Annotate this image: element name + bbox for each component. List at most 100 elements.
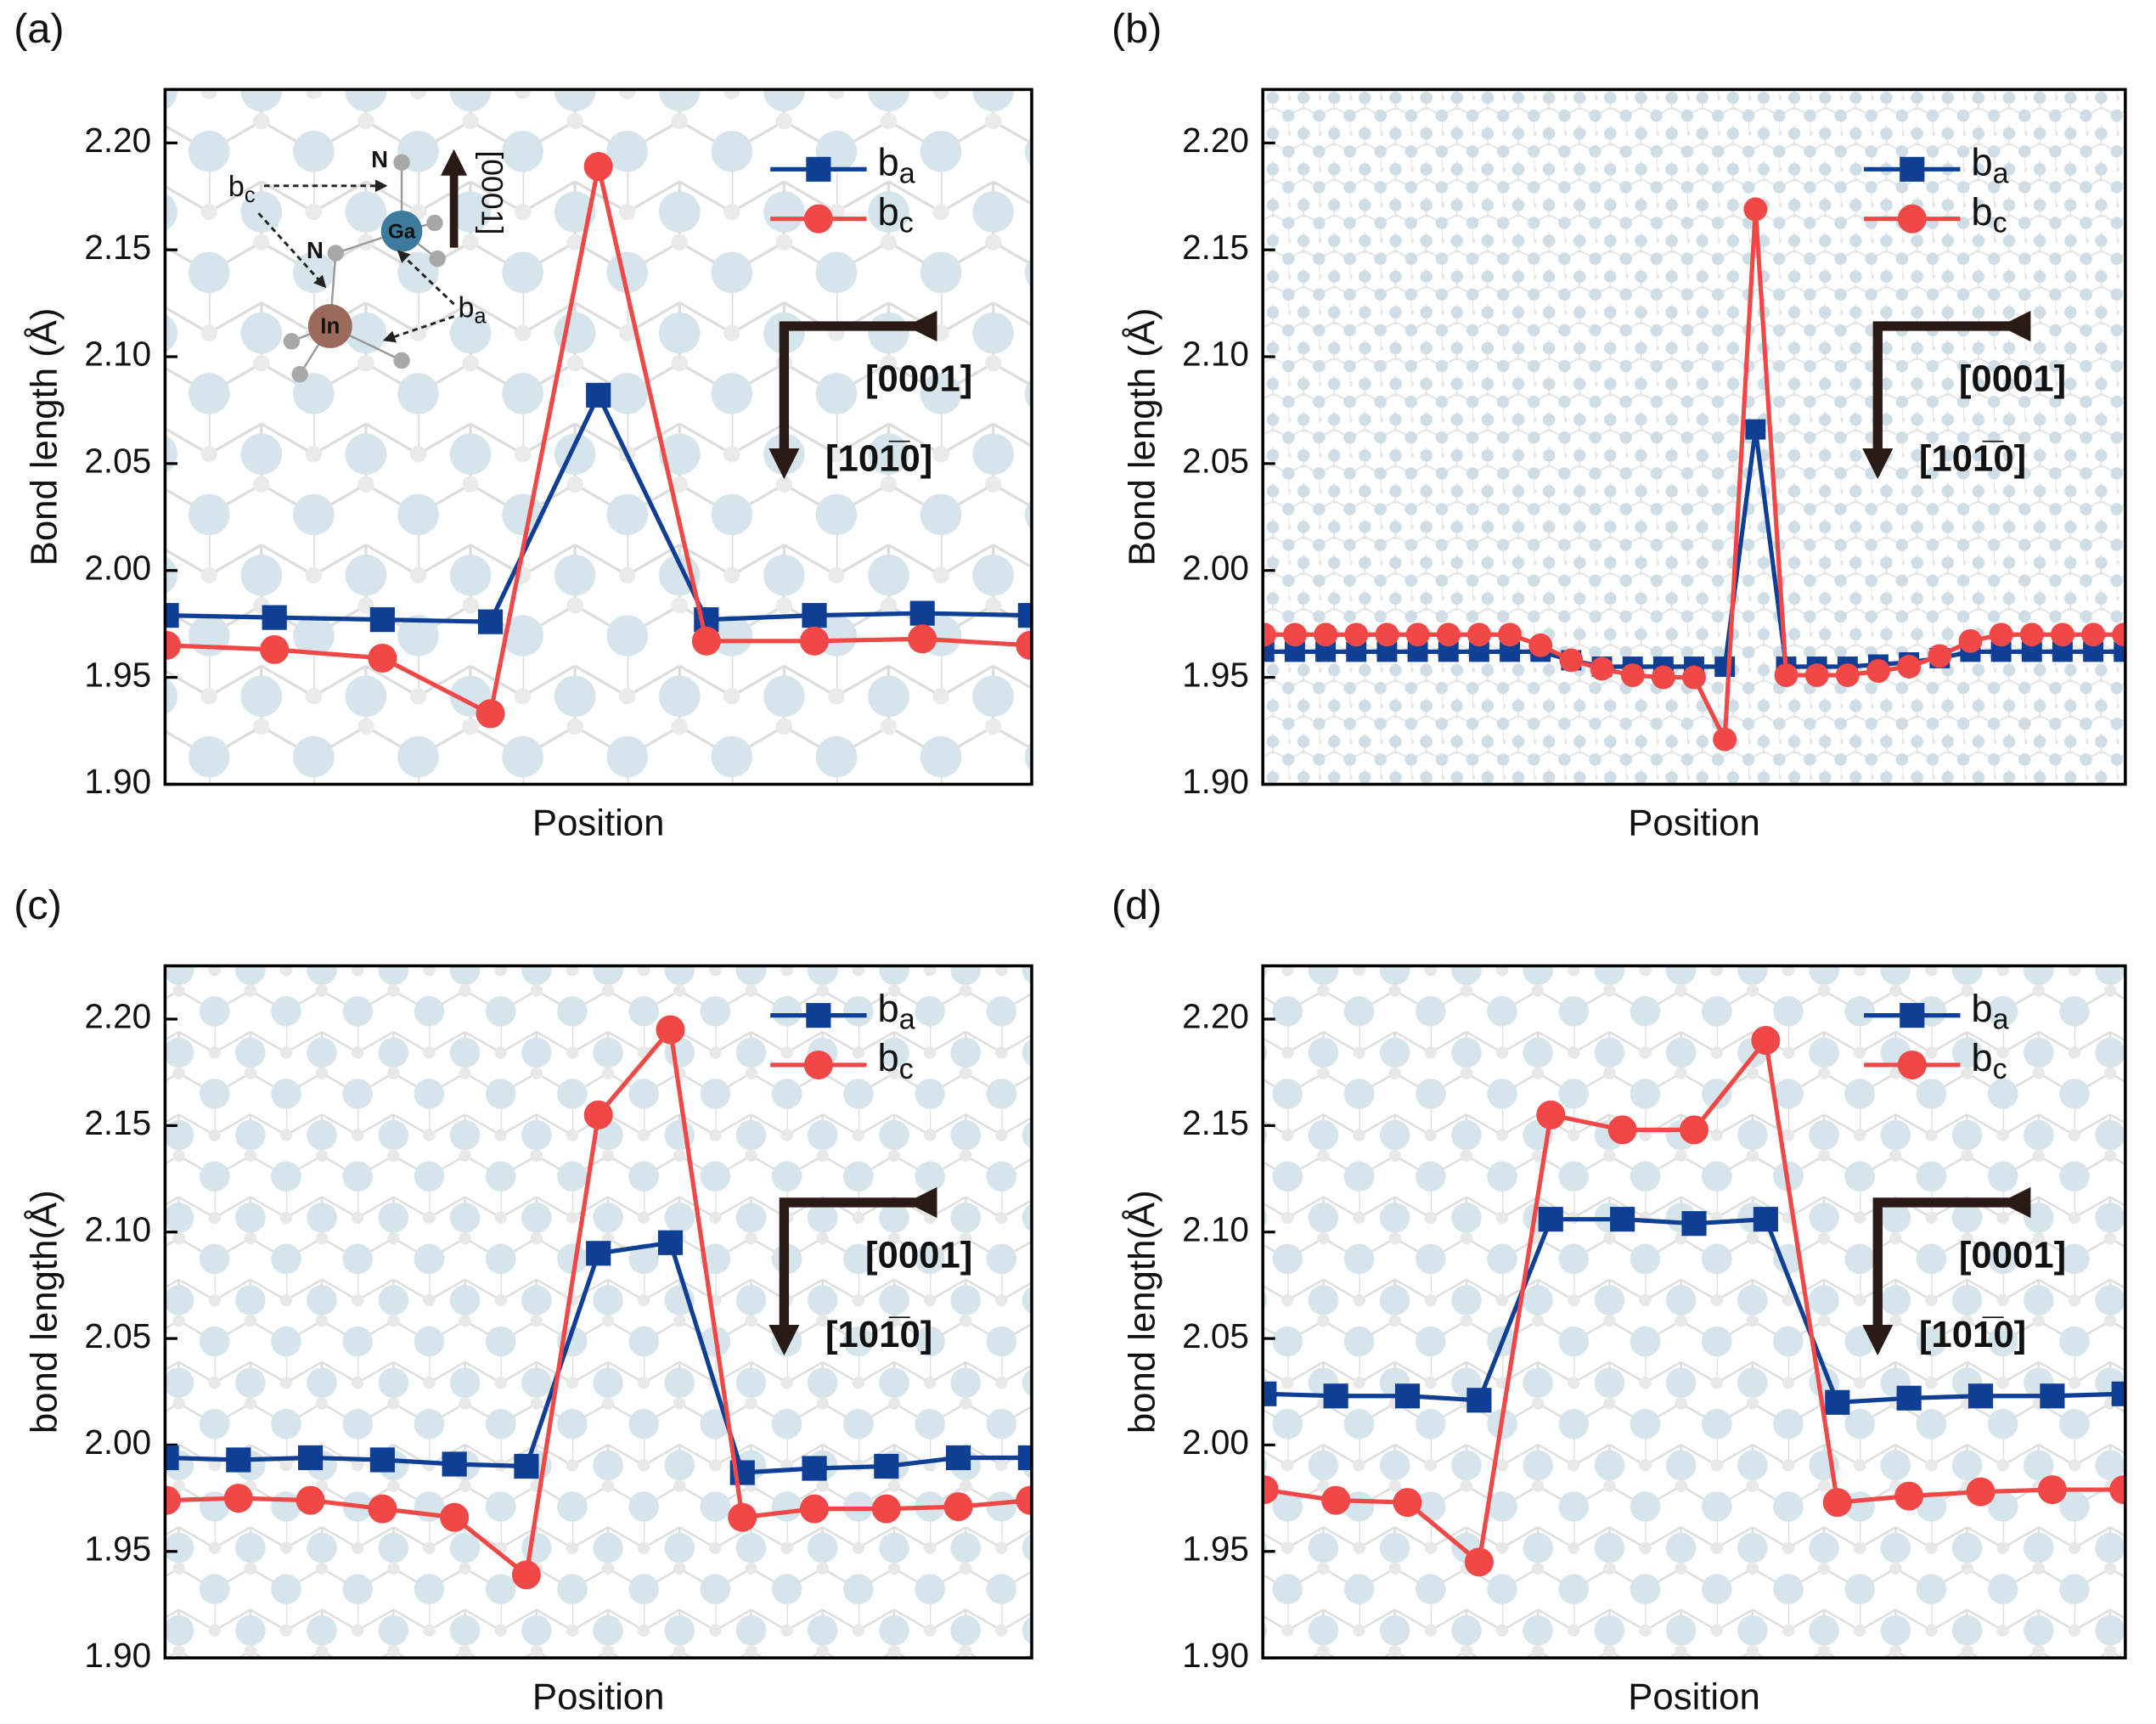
y-tick-label: 1.95 — [1182, 1530, 1249, 1569]
marker — [442, 1451, 467, 1477]
marker — [2111, 1381, 2125, 1406]
plot-frame — [163, 87, 1033, 786]
marker — [800, 1494, 830, 1524]
inset-label: bc — [228, 171, 256, 207]
marker — [1321, 1485, 1351, 1515]
inset-diagram — [257, 149, 468, 383]
y-tick-label: 1.95 — [84, 1530, 151, 1569]
marker — [1928, 644, 1952, 668]
marker — [1753, 1207, 1778, 1232]
marker — [1990, 641, 2012, 662]
series-group — [1263, 1026, 2125, 1577]
marker — [1894, 1481, 1924, 1511]
y-tick-label: 2.10 — [84, 1209, 151, 1248]
marker — [1405, 623, 1430, 647]
marker — [1989, 623, 2013, 647]
marker — [1393, 1488, 1422, 1518]
y-tick-label: 2.00 — [1182, 548, 1249, 587]
marker — [1016, 630, 1032, 660]
marker — [297, 1445, 324, 1471]
panel-label: (b) — [1112, 6, 1162, 52]
marker — [1967, 1383, 1994, 1409]
marker — [368, 643, 397, 673]
marker — [1498, 623, 1522, 647]
marker — [1375, 623, 1399, 647]
legend-marker — [1900, 156, 1925, 182]
marker — [2083, 641, 2104, 662]
y-tick-label: 2.20 — [1182, 121, 1249, 160]
panel-label: (a) — [14, 6, 64, 52]
direction-label: [101̅0] — [825, 437, 932, 479]
marker — [1610, 1207, 1635, 1232]
series-group — [165, 1015, 1032, 1590]
direction-label: [0001] — [865, 1234, 972, 1276]
marker — [800, 626, 830, 656]
y-tick-label: 1.90 — [84, 1636, 151, 1675]
marker — [476, 699, 505, 729]
legend-marker — [1900, 1003, 1925, 1028]
marker — [2081, 623, 2106, 647]
y-tick-label: 2.15 — [84, 228, 151, 267]
marker — [691, 626, 721, 656]
marker — [1017, 1445, 1032, 1471]
series-group — [1263, 197, 2125, 752]
y-tick-label: 2.15 — [1182, 228, 1249, 267]
marker — [296, 1485, 325, 1515]
marker — [1438, 641, 1459, 662]
marker — [802, 603, 827, 628]
marker — [874, 1453, 899, 1479]
marker — [1394, 1383, 1421, 1409]
plot-frame — [1261, 87, 2127, 786]
marker — [1323, 1383, 1348, 1409]
marker — [1346, 641, 1367, 662]
y-axis-label: Bond length (Å) — [24, 308, 65, 566]
marker — [1966, 1477, 1996, 1507]
direction-arrow — [1862, 1186, 2031, 1356]
marker — [1263, 1381, 1277, 1406]
marker — [1679, 1115, 1709, 1145]
marker — [1263, 641, 1275, 662]
marker — [1436, 623, 1461, 647]
y-tick-label: 2.15 — [84, 1103, 151, 1142]
marker — [2040, 1383, 2065, 1409]
marker — [1804, 663, 1829, 688]
marker — [1500, 641, 1521, 662]
marker — [1714, 656, 1736, 677]
marker — [728, 1502, 757, 1532]
marker — [165, 1485, 182, 1515]
legend-marker — [1897, 1050, 1927, 1079]
y-tick-label: 1.90 — [1182, 1636, 1249, 1675]
legend-marker — [1897, 204, 1927, 234]
marker — [1822, 1488, 1852, 1518]
series-group — [165, 151, 1032, 729]
marker — [1835, 663, 1860, 688]
marker — [1713, 727, 1737, 752]
y-axis-label: bond length(Å) — [1121, 1190, 1162, 1434]
y-tick-label: 2.10 — [1182, 1209, 1249, 1248]
y-tick-label: 2.05 — [84, 1316, 151, 1355]
x-axis-label: Position — [532, 1676, 665, 1717]
marker — [583, 151, 613, 182]
marker — [871, 1494, 901, 1524]
y-tick-label: 2.05 — [84, 442, 151, 481]
y-tick-label: 2.10 — [1182, 335, 1249, 374]
marker — [656, 1015, 685, 1045]
marker — [1284, 641, 1305, 662]
marker — [1466, 623, 1491, 647]
marker — [1590, 656, 1614, 681]
marker — [1751, 1026, 1781, 1056]
inset-label: N — [371, 146, 388, 172]
marker — [586, 382, 611, 408]
marker — [1464, 1547, 1494, 1577]
marker — [908, 624, 937, 654]
marker — [909, 600, 935, 626]
panel-label: (c) — [14, 882, 62, 928]
marker — [943, 1492, 973, 1522]
marker — [514, 1453, 539, 1479]
direction-label: [0001] — [865, 358, 972, 399]
marker — [583, 1100, 613, 1130]
x-axis-label: Position — [1628, 803, 1760, 844]
marker — [226, 1447, 251, 1473]
panel-label: (d) — [1112, 882, 1162, 928]
direction-arrow — [768, 1186, 937, 1356]
